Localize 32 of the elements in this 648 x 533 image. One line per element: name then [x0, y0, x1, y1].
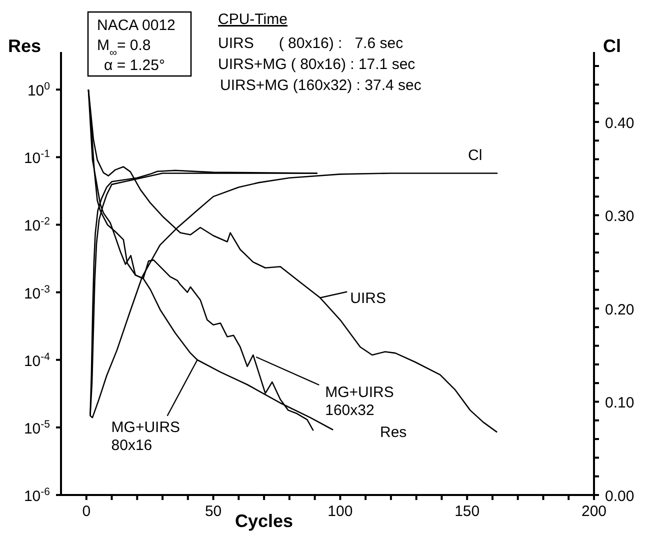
text: UIRS ( 80x16) : 7.6 sec	[218, 35, 404, 52]
y-tick-label: 10$^{-1}$	[24, 148, 50, 168]
x-tick-label: 50	[204, 503, 222, 520]
y2-tick-label: 0.20	[605, 301, 634, 318]
annotation: UIRS	[350, 290, 386, 307]
x-tick-label: 200	[581, 503, 607, 520]
annotation: Res	[380, 424, 407, 441]
y-tick-label: 10$^{-2}$	[24, 216, 50, 235]
y-tick-label: 10$^{0}$	[27, 80, 50, 100]
y-tick-label: 10$^{-5}$	[24, 418, 50, 438]
y-tick-label: 10$^{-6}$	[24, 486, 50, 505]
x-tick-label: 150	[454, 503, 480, 520]
x-tick-label: 0	[82, 503, 91, 520]
annotation: MG+UIRS 80x16	[111, 418, 180, 454]
y2-tick-label: 0.30	[605, 208, 634, 226]
y-tick-label: 10$^{-3}$	[24, 283, 50, 302]
annotation: MG+UIRS 160x32	[325, 384, 394, 420]
text: NACA 0012	[97, 17, 176, 34]
y2-tick-label: 0.00	[605, 488, 634, 505]
y2-axis-title: Cl	[603, 36, 621, 56]
annotation: α = 1.25°	[104, 57, 165, 74]
x-tick-label: 100	[328, 503, 353, 520]
x-axis-title: Cycles	[234, 511, 294, 531]
y2-tick-label: 0.40	[605, 114, 634, 132]
annotation: UIRS+MG (160x32) : 37.4 sec	[220, 77, 422, 94]
y2-tick-label: 0.10	[605, 394, 634, 412]
annotation: Cl	[468, 147, 482, 164]
y-axis-title: Res	[8, 36, 42, 56]
annotation: UIRS+MG ( 80x16) : 17.1 sec	[218, 56, 416, 73]
annotation: M$_{∞}$= 0.8	[97, 37, 151, 59]
text: CPU-Time	[218, 11, 288, 28]
y-tick-label: 10$^{-4}$	[24, 350, 50, 370]
